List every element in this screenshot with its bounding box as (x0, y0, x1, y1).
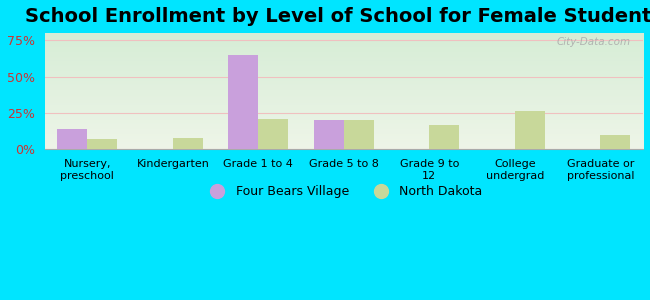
Bar (430, 124, 460, 149)
Bar (259, 119, 289, 149)
Bar (314, 120, 344, 149)
Bar (173, 138, 203, 149)
Bar (228, 55, 259, 149)
Bar (601, 135, 630, 149)
Title: School Enrollment by Level of School for Female Students: School Enrollment by Level of School for… (25, 7, 650, 26)
Bar (344, 120, 374, 149)
Legend: Four Bears Village, North Dakota: Four Bears Village, North Dakota (200, 180, 488, 203)
Text: City-Data.com: City-Data.com (557, 37, 631, 46)
Bar (515, 111, 545, 149)
Bar (87, 139, 118, 149)
Bar (57, 129, 87, 149)
